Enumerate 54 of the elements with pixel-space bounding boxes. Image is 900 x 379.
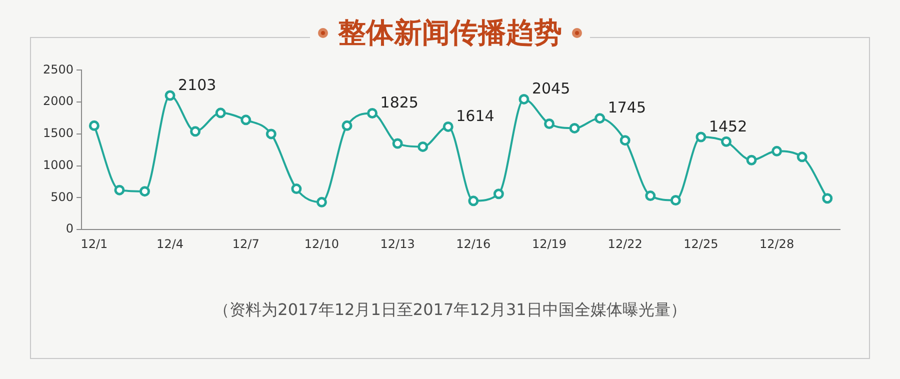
point xyxy=(291,184,302,194)
y-tick-label: 2500 xyxy=(42,62,74,76)
point xyxy=(796,152,808,162)
point xyxy=(442,121,454,132)
point xyxy=(569,122,580,134)
x-tick-label: 12/22 xyxy=(608,236,642,251)
y-tick-label: 2000 xyxy=(42,94,74,108)
chart-title: 整体新闻传播趋势 xyxy=(338,15,562,51)
point xyxy=(240,114,252,126)
point xyxy=(190,126,201,137)
point xyxy=(316,196,327,208)
point xyxy=(746,154,757,166)
data-label: 1825 xyxy=(380,94,418,112)
point xyxy=(493,188,504,200)
y-tick-label: 500 xyxy=(50,190,74,204)
point xyxy=(139,186,150,197)
x-tick-label: 12/13 xyxy=(380,236,415,251)
point xyxy=(88,120,100,131)
point xyxy=(670,195,681,206)
x-tick-label: 12/1 xyxy=(80,236,108,251)
x-tick-label: 12/7 xyxy=(232,236,260,251)
x-tick-label: 12/16 xyxy=(456,236,491,251)
data-label: 1745 xyxy=(608,98,646,117)
point xyxy=(772,146,782,156)
y-tick-label: 0 xyxy=(66,222,74,236)
point xyxy=(266,128,276,140)
point xyxy=(696,132,706,142)
data-label: 1614 xyxy=(456,107,494,126)
x-tick-label: 12/10 xyxy=(304,236,340,251)
point xyxy=(114,184,125,196)
point xyxy=(645,190,656,202)
point xyxy=(392,138,403,149)
x-tick-label: 12/19 xyxy=(532,236,567,251)
x-tick-label: 12/4 xyxy=(156,236,184,251)
data-label: 2103 xyxy=(178,76,216,94)
point xyxy=(620,135,630,146)
point xyxy=(367,108,378,118)
point xyxy=(518,94,530,104)
data-label: 1452 xyxy=(708,117,748,136)
point xyxy=(164,90,176,101)
point xyxy=(342,120,352,131)
data-label: 2045 xyxy=(532,80,570,98)
point xyxy=(468,196,479,206)
x-tick-label: 12/25 xyxy=(684,236,718,251)
point xyxy=(418,141,428,152)
point xyxy=(720,136,732,147)
x-tick-label: 12/28 xyxy=(760,236,794,251)
y-tick-label: 1500 xyxy=(42,126,74,140)
point xyxy=(544,118,555,130)
point xyxy=(215,108,226,118)
text: （资料为2017年12月1日至2017年12月31日中国全媒体曝光量） xyxy=(212,300,688,321)
y-tick-label: 1000 xyxy=(42,158,74,172)
point xyxy=(822,193,833,204)
point xyxy=(594,113,606,124)
